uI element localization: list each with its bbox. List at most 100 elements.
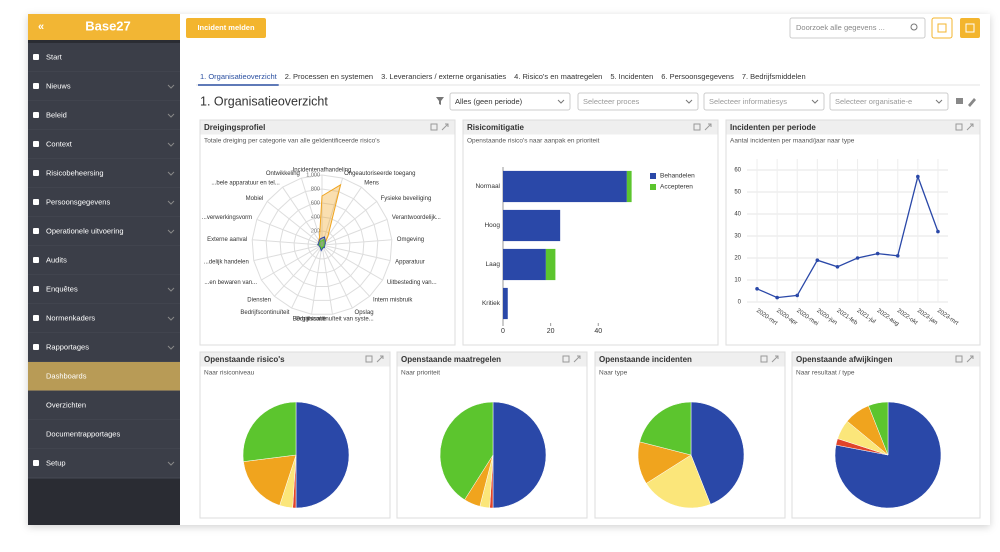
filter-select[interactable] [703,92,825,111]
collapse-icon[interactable]: « [38,21,44,33]
pie-slice [690,401,745,505]
menu-item[interactable] [28,449,180,478]
expand-icon[interactable] [376,355,384,363]
edit-icon[interactable] [968,98,976,107]
add-button[interactable] [931,17,953,39]
menu-item-active[interactable] [28,362,180,391]
menu-label: Start [46,52,63,61]
tab[interactable]: 5. Incidenten [610,72,653,81]
incident-button[interactable] [186,18,266,38]
calendar-icon[interactable] [430,123,438,131]
calendar-icon[interactable] [562,355,570,363]
radar-category: ...verwerkingsvorm [202,215,252,221]
tab[interactable]: 1. Organisatieoverzicht [200,72,278,81]
radar-category: Intern misbruik [373,298,413,304]
search-box[interactable] [789,17,926,39]
filter-select[interactable] [829,92,949,111]
filter-caret [935,99,943,104]
menu-icon [33,460,39,466]
logout-icon [965,23,975,33]
menu-item[interactable] [28,275,180,304]
pie-slice [439,401,494,501]
radar-grid [251,174,393,315]
tab[interactable]: 7. Bedrijfsmiddelen [742,72,806,81]
export-icon[interactable] [956,98,963,104]
menu-label: Enquêtes [46,284,78,293]
expand-icon[interactable] [966,355,974,363]
menu-item[interactable] [28,188,180,217]
filter-select[interactable] [577,92,699,111]
logout-button[interactable] [960,18,980,38]
radar-spoke [291,244,323,309]
y-tick-label: 40 [734,212,741,218]
menu-item[interactable] [28,333,180,362]
calendar-icon[interactable] [955,123,963,131]
tab[interactable]: 4. Risico's en maatregelen [514,72,602,81]
menu-item[interactable] [28,159,180,188]
filter-label: Selecteer proces [583,97,640,106]
line-point [916,174,920,179]
radar-category: Bedrijfscontinuïteit van syste... [293,317,374,323]
menu-item[interactable] [28,130,180,159]
menu-label: Rapportages [46,342,89,351]
filter-select[interactable] [449,92,571,111]
menu-item[interactable] [28,217,180,246]
pie-slice [639,401,692,456]
tab[interactable]: 2. Processen en systemen [285,72,373,81]
filter-icon [436,97,444,105]
radar-tick-label: 200 [311,228,320,234]
radar-spoke [311,244,323,315]
menu-icon [33,83,39,89]
expand-icon[interactable] [704,123,712,131]
radar-spoke [266,200,323,246]
incident-button-label: Incident melden [197,23,255,32]
radar-grid [293,216,351,274]
radar-category: Organisatie [295,317,326,323]
widget-subtitle: Naar prioriteit [401,370,440,377]
radar-tick-label: 1,000 [306,172,320,178]
radar-category: Externe aanval [207,237,247,243]
calendar-icon[interactable] [693,123,701,131]
widget-subtitle: Naar resultaat / type [796,370,855,377]
y-tick-label: 60 [734,168,741,174]
pie-slice [242,401,297,462]
tab[interactable]: 3. Leveranciers / externe organisaties [381,72,506,81]
y-tick-label: Laag [486,261,501,268]
calendar-icon[interactable] [365,355,373,363]
radar-category: Verantwoordelijk... [392,215,441,221]
expand-icon[interactable] [441,123,449,131]
radar-tick-label: 400 [311,214,320,220]
pie-slice [295,401,350,509]
radar-category: Ongeautoriseerde toegang [344,171,415,177]
calendar-icon[interactable] [955,355,963,363]
tab[interactable]: 6. Persoonsgegevens [661,72,734,81]
menu-chevron [167,84,175,89]
menu-item[interactable] [28,72,180,101]
menu-item[interactable] [28,246,180,275]
radar-spoke [321,244,370,297]
menu-chevron [167,200,175,205]
radar-spoke [300,177,323,246]
menu-item[interactable] [28,43,180,72]
radar-grid [307,230,337,260]
expand-icon[interactable] [771,355,779,363]
menu-label: Setup [46,458,66,467]
line-point [855,256,860,260]
menu-item[interactable] [28,304,180,333]
filter-label: Alles (geen periode) [455,97,523,106]
radar-category: Incidentenafhandeling [293,168,352,174]
expand-icon[interactable] [573,355,581,363]
expand-icon[interactable] [966,123,974,131]
menu-item[interactable] [28,391,180,420]
radar-spoke [321,244,391,262]
menu-item[interactable] [28,101,180,130]
menu-chevron [167,345,175,350]
filter-label: Selecteer informatiesys [709,97,787,106]
radar-spoke [261,244,323,281]
menu-icon [33,286,39,292]
menu-icon [33,199,39,205]
widget-subtitle: Naar type [599,370,628,377]
calendar-icon[interactable] [760,355,768,363]
menu-item[interactable] [28,420,180,449]
